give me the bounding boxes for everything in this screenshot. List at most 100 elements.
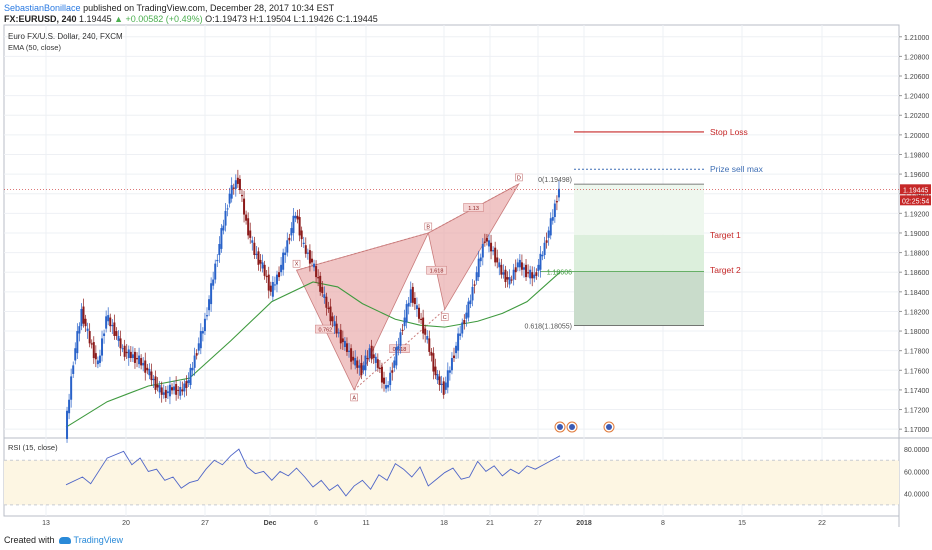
candle-body: [310, 258, 313, 263]
candle-body: [113, 322, 116, 336]
candle-body: [205, 315, 208, 317]
candle-body: [230, 185, 233, 199]
candle-body: [465, 312, 468, 319]
pattern-ratio-box: [426, 265, 447, 275]
candle-body: [317, 277, 320, 279]
target-zone-dark: [574, 271, 704, 326]
candle-body: [370, 345, 373, 360]
candle-body: [290, 228, 293, 236]
candle-body: [201, 331, 204, 334]
time-tick-label: 18: [440, 520, 448, 527]
author-link[interactable]: SebastianBonillace: [4, 3, 81, 13]
candle-body: [96, 360, 99, 365]
economic-event-flag-icon: [606, 424, 612, 430]
candle-body: [212, 279, 215, 286]
economic-event-flag-icon: [569, 424, 575, 430]
price-tick-label: 1.20200: [904, 113, 929, 120]
candle-body: [296, 215, 299, 220]
candle-body: [494, 247, 497, 263]
candle-body: [345, 343, 348, 352]
candle-body: [179, 386, 182, 396]
candle-body: [185, 381, 188, 388]
candle-body: [280, 264, 283, 273]
candle-body: [535, 272, 538, 276]
price-tick-label: 1.18000: [904, 329, 929, 336]
candle-body: [315, 266, 318, 278]
candle-body: [195, 353, 198, 356]
candle-body: [245, 214, 248, 221]
rsi-line: [65, 448, 561, 497]
candle-body: [531, 272, 534, 279]
candle-body: [187, 380, 190, 384]
candle-body: [492, 250, 495, 252]
candle-body: [232, 187, 235, 189]
candle-body: [253, 242, 256, 256]
candle-body: [549, 218, 552, 236]
candle-body: [121, 348, 124, 350]
candle-body: [383, 377, 386, 384]
candle-body: [259, 259, 262, 264]
candle-body: [146, 367, 149, 371]
candle-body: [308, 250, 311, 264]
candle-body: [378, 367, 381, 370]
candle-body: [448, 370, 451, 373]
candle-body: [298, 217, 301, 236]
candle-body: [119, 338, 122, 349]
economic-event-flag-icon: [557, 424, 563, 430]
candle-body: [251, 240, 254, 243]
candle-body: [214, 263, 217, 280]
candle-body: [255, 253, 258, 256]
pattern-ratio-label: 0.618: [393, 347, 407, 353]
price-tick-label: 1.17400: [904, 388, 929, 395]
candle-body: [413, 297, 416, 305]
candle-body: [257, 251, 260, 265]
candle-body: [537, 264, 540, 271]
candle-body: [267, 274, 270, 291]
price-tick-label: 1.19400: [904, 192, 929, 199]
candle-body: [261, 262, 264, 269]
rsi-tick-label: 80.0000: [904, 447, 929, 454]
candle-body: [74, 348, 77, 361]
candle-body: [389, 372, 392, 386]
candle-body: [133, 351, 136, 363]
footer: Created with TradingView: [4, 535, 123, 545]
candle-body: [107, 315, 110, 322]
candle-body: [331, 316, 334, 322]
candle-body: [282, 252, 285, 270]
candle-body: [420, 318, 423, 321]
pattern-bd-line: [428, 183, 520, 234]
candle-body: [422, 317, 425, 334]
candle-body: [243, 198, 246, 215]
pattern-ratio-box: [463, 203, 484, 212]
candle-body: [551, 217, 554, 221]
candle-body: [234, 180, 237, 189]
pattern-ratio-label: 0.762: [318, 328, 332, 334]
candle-body: [516, 262, 519, 268]
candle-body: [117, 335, 120, 341]
candle-body: [432, 353, 435, 372]
candle-body: [125, 351, 128, 354]
pattern-point-label: A: [352, 395, 356, 401]
price-tick-label: 1.19600: [904, 172, 929, 179]
candle-body: [372, 354, 375, 359]
price-tick-label: 1.19200: [904, 211, 929, 218]
level-label: Target 1: [710, 230, 741, 240]
candle-body: [72, 365, 75, 374]
last-price: 1.19445: [79, 14, 112, 24]
candle-body: [428, 338, 431, 352]
level-label: Target 2: [710, 265, 741, 275]
price-tick-label: 1.17800: [904, 349, 929, 356]
candle-body: [504, 269, 507, 283]
candle-body: [203, 318, 206, 332]
candle-body: [350, 348, 353, 362]
candle-body: [142, 362, 145, 366]
change-value: ▲ +0.00582 (+0.49%): [114, 14, 203, 24]
candle-body: [352, 356, 355, 361]
candle-body: [463, 320, 466, 324]
candle-body: [220, 228, 223, 249]
candle-body: [387, 385, 390, 388]
quote-line: FX:EURUSD, 240 1.19445 ▲ +0.00582 (+0.49…: [4, 14, 378, 24]
price-tick-label: 1.21000: [904, 35, 929, 42]
tradingview-brand[interactable]: TradingView: [73, 535, 124, 545]
